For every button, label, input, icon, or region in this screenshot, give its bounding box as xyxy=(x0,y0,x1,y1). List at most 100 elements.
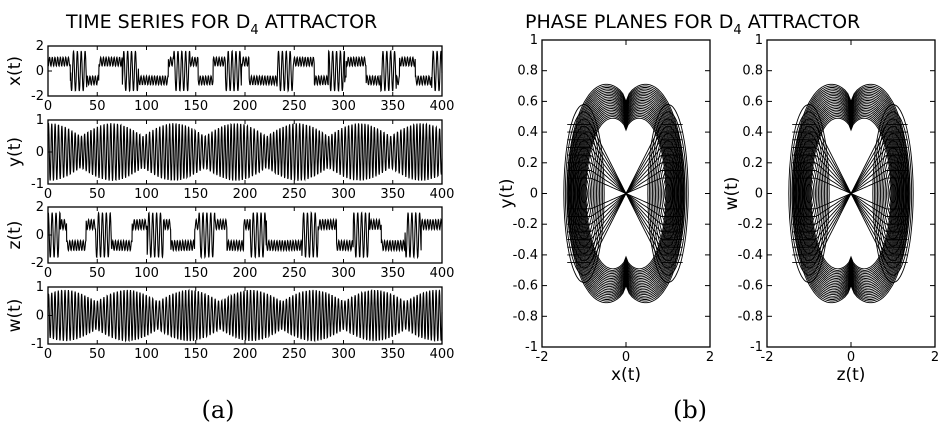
orbit-line xyxy=(574,98,678,289)
x-tick-label: 100 xyxy=(134,99,159,114)
y-tick-label: -0.8 xyxy=(513,309,538,324)
orbit-line xyxy=(801,101,901,286)
inner-loop-line xyxy=(650,118,686,269)
x-tick-label: 150 xyxy=(183,99,208,114)
orbit-line xyxy=(568,87,684,300)
inner-loop-line xyxy=(878,133,908,254)
x-tick-label: 0 xyxy=(44,187,52,202)
phase-plane-panel-xt-yt: -2 0 2 -1 -0.8 -0.6 -0.4 -0.2 0 0.2 0.4 0.6 0.8 1 x(t)… xyxy=(497,33,714,385)
x-tick-label: 300 xyxy=(331,347,356,362)
inner-loop-line xyxy=(883,154,903,233)
y-tick-label: -0.4 xyxy=(738,248,763,263)
orbit-line xyxy=(584,116,668,271)
y-tick-label: -0.8 xyxy=(738,309,763,324)
x-tick-label: 300 xyxy=(331,266,356,281)
x-axis-label: z(t) xyxy=(837,365,866,385)
inner-loop-line xyxy=(788,104,830,283)
y-tick-label: 1 xyxy=(36,113,44,128)
trajectory-lines xyxy=(563,83,689,304)
series-line xyxy=(47,288,443,343)
y-tick-label: 0.6 xyxy=(742,94,763,109)
inner-loop-line xyxy=(578,176,590,211)
inner-loop-line xyxy=(887,176,899,211)
y-axis-label: y(t) xyxy=(497,179,517,209)
y-tick-label: 0.4 xyxy=(742,125,763,140)
inner-loop-line xyxy=(648,111,688,276)
inner-loop-line xyxy=(872,104,914,283)
x-tick-label: 0 xyxy=(622,350,630,365)
x-tick-label: 0 xyxy=(847,350,855,365)
inner-loop-line xyxy=(792,125,826,262)
inner-loop-line xyxy=(651,125,685,262)
x-tick-label: 350 xyxy=(380,347,405,362)
x-tick-label: 200 xyxy=(233,187,258,202)
y-tick-label: 0 xyxy=(36,228,44,243)
inner-loop-line xyxy=(563,104,605,283)
orbit-line xyxy=(570,90,682,297)
y-tick-label: 0.4 xyxy=(517,125,538,140)
inner-loop-line xyxy=(564,111,604,276)
x-tick-label: 400 xyxy=(430,347,455,362)
inner-loop-line xyxy=(799,154,819,233)
x-tick-label: 150 xyxy=(183,266,208,281)
inner-loop-line xyxy=(566,118,602,269)
x-tick-label: 300 xyxy=(331,187,356,202)
x-tick-label: 300 xyxy=(331,99,356,114)
inner-loop-line xyxy=(875,118,911,269)
x-tick-label: 0 xyxy=(44,347,52,362)
caption-b: (b) xyxy=(673,396,707,424)
orbit-line xyxy=(807,111,895,276)
x-tick-label: 250 xyxy=(282,99,307,114)
x-tick-label: 350 xyxy=(380,266,405,281)
inner-loop-line xyxy=(658,154,678,233)
y-tick-label: 2 xyxy=(36,39,44,54)
y-axis-label: w(t) xyxy=(722,177,742,211)
inner-loop-line xyxy=(647,104,689,283)
inner-loop-line xyxy=(789,111,829,276)
inner-loop-line xyxy=(664,183,672,204)
x-tick-label: 100 xyxy=(134,187,159,202)
crossing-line xyxy=(567,123,683,264)
y-tick-label: 0 xyxy=(36,64,44,79)
orbit-line xyxy=(799,98,903,289)
inner-loop-line xyxy=(659,162,677,225)
inner-loop-line xyxy=(881,147,905,240)
inner-loop-line xyxy=(884,162,902,225)
inner-loop-line xyxy=(567,125,601,262)
inner-loop-line xyxy=(575,162,593,225)
y-tick-label: -1 xyxy=(750,340,763,355)
y-tick-label: -0.2 xyxy=(513,217,538,232)
y-tick-label: -2 xyxy=(31,256,44,271)
orbit-line xyxy=(795,90,907,297)
orbit-line xyxy=(804,106,898,281)
x-tick-label: 2 xyxy=(931,350,939,365)
y-tick-label: -1 xyxy=(525,340,538,355)
x-tick-label: 100 xyxy=(134,266,159,281)
y-axis-label: x(t) xyxy=(5,56,25,86)
orbit-line xyxy=(808,114,894,273)
y-tick-label: -1 xyxy=(31,337,44,352)
orbit-line xyxy=(576,101,676,286)
x-tick-label: 350 xyxy=(380,99,405,114)
orbit-line xyxy=(573,95,679,292)
y-tick-label: 0.8 xyxy=(517,64,538,79)
orbit-line xyxy=(793,87,909,300)
y-tick-label: -0.6 xyxy=(513,279,538,294)
y-tick-label: -0.2 xyxy=(738,217,763,232)
x-tick-label: 0 xyxy=(44,266,52,281)
inner-loop-line xyxy=(802,169,816,218)
orbit-line xyxy=(807,112,895,275)
y-axis-label: y(t) xyxy=(5,137,25,167)
crossing-line xyxy=(567,123,683,264)
inner-loop-line xyxy=(800,162,818,225)
y-tick-label: -0.6 xyxy=(738,279,763,294)
inner-loop-line xyxy=(661,169,675,218)
inner-loop-line xyxy=(876,125,910,262)
x-tick-label: 2 xyxy=(706,350,714,365)
